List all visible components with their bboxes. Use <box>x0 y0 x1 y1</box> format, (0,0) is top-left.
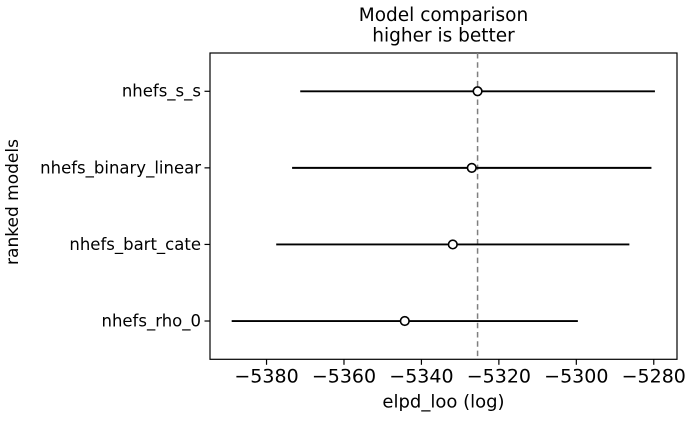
x-tick-label: −5300 <box>544 366 608 388</box>
axes-frame <box>209 52 678 360</box>
x-tick-label: −5280 <box>622 366 686 388</box>
y-tick-label: nhefs_bart_cate <box>69 235 201 255</box>
y-axis-label: ranked models <box>3 139 23 265</box>
chart-title: Model comparison <box>359 5 528 26</box>
point-estimate-marker <box>447 239 458 250</box>
x-tick-label: −5360 <box>312 366 376 388</box>
x-tick-label: −5320 <box>467 366 531 388</box>
y-tick-label: nhefs_binary_linear <box>40 158 201 178</box>
chart-subtitle: higher is better <box>372 26 515 47</box>
plot-area: −5380 −5360 −5340 −5320 −5300 −5280 nhefs_s_sn… <box>40 52 686 388</box>
point-estimate-marker <box>466 162 477 173</box>
x-tick-label: −5380 <box>234 366 298 388</box>
point-estimate-marker <box>472 86 483 97</box>
y-tick-label: nhefs_rho_0 <box>101 311 201 331</box>
y-tick-label: nhefs_s_s <box>122 82 201 102</box>
x-tick-label: −5340 <box>389 366 453 388</box>
point-estimate-marker <box>399 315 410 327</box>
x-axis-label: elpd_loo (log) <box>382 392 504 413</box>
